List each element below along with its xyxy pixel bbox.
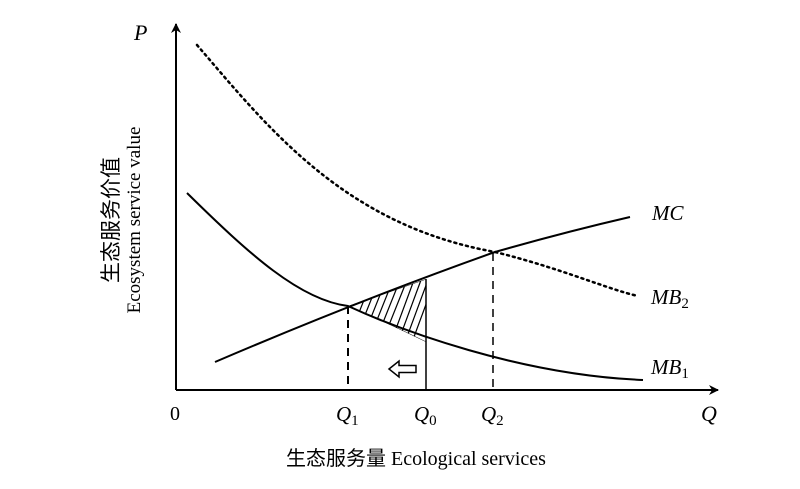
mb2-label: MB2 (650, 285, 689, 312)
mc-curve (214, 216, 631, 363)
q1-label: Q1 (336, 402, 359, 429)
mb1-curve (186, 192, 644, 381)
mc-label: MC (651, 201, 684, 225)
q0-label: Q0 (414, 402, 437, 429)
x-axis-symbol: Q (701, 401, 717, 426)
y-axis-title-cn: 生态服务价值 (99, 157, 123, 283)
y-axis-symbol: P (133, 20, 147, 45)
mb1-label: MB1 (650, 355, 689, 382)
left-arrow-icon (387, 359, 417, 379)
mb2-curve (195, 43, 640, 298)
y-axis-title-en: Ecosystem service value (124, 127, 145, 314)
x-axis-title: 生态服务量 Ecological services (286, 447, 546, 470)
q2-label: Q2 (481, 402, 504, 429)
origin-label: 0 (170, 403, 180, 425)
